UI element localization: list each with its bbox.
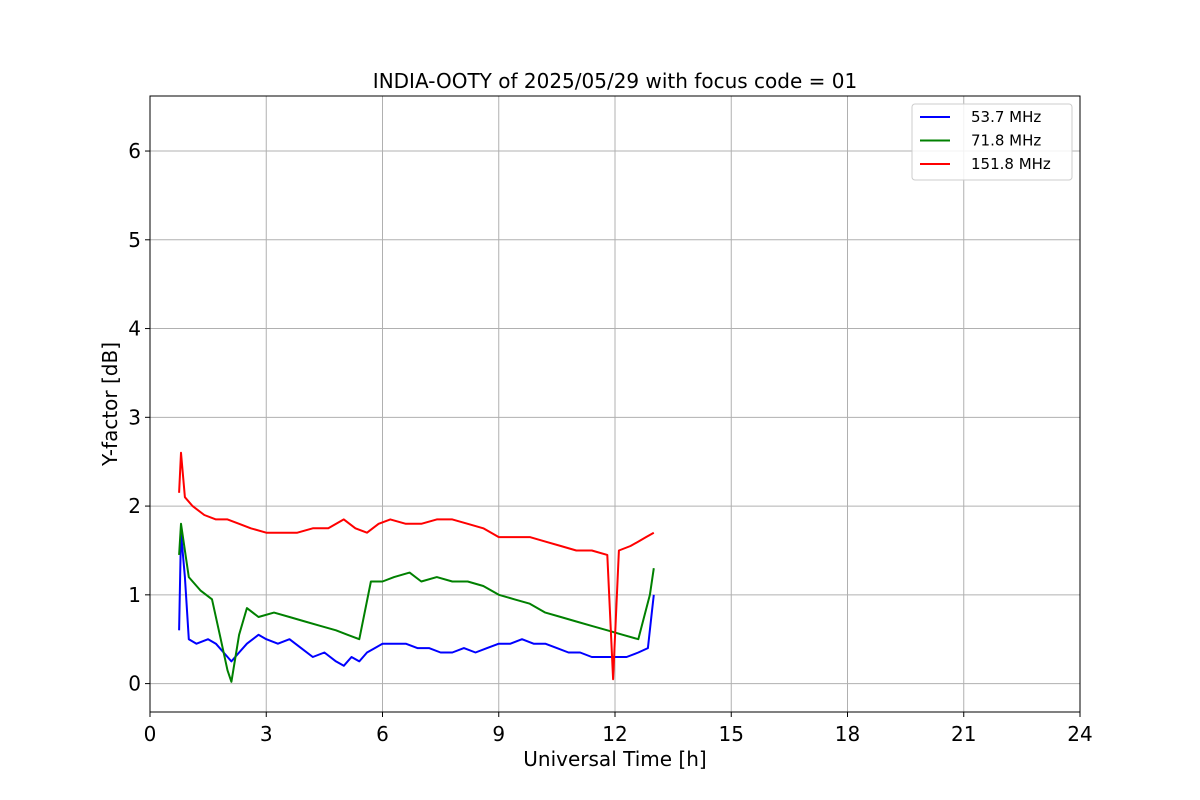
x-tick-label: 12 [602, 722, 627, 746]
y-tick-label: 2 [128, 494, 141, 518]
x-tick-label: 24 [1067, 722, 1092, 746]
y-tick-label: 6 [128, 139, 141, 163]
y-tick-label: 4 [128, 317, 141, 341]
legend-label: 53.7 MHz [971, 108, 1041, 126]
y-tick-label: 1 [128, 583, 141, 607]
y-tick-label: 3 [128, 405, 141, 429]
x-tick-label: 21 [951, 722, 976, 746]
series-layer [178, 451, 655, 683]
x-tick-label: 3 [260, 722, 273, 746]
x-tick-label: 18 [835, 722, 860, 746]
x-tick-label: 9 [492, 722, 505, 746]
series-line-0 [178, 531, 655, 667]
legend: 53.7 MHz 71.8 MHz 151.8 MHz [911, 103, 1073, 181]
x-tick-label: 15 [719, 722, 744, 746]
y-axis-label: Y-factor [dB] [98, 342, 122, 467]
legend-box [911, 103, 1073, 181]
x-axis-label: Universal Time [h] [523, 747, 706, 771]
legend-label: 151.8 MHz [971, 155, 1051, 173]
grid [150, 96, 1080, 712]
x-tick-label: 6 [376, 722, 389, 746]
y-tick-label: 0 [128, 672, 141, 696]
y-tick-label: 5 [128, 228, 141, 252]
series-line-2 [178, 451, 655, 681]
series-line-1 [178, 522, 655, 683]
x-tick-label: 0 [144, 722, 157, 746]
chart-title: INDIA-OOTY of 2025/05/29 with focus code… [373, 69, 857, 93]
legend-label: 71.8 MHz [971, 132, 1041, 150]
